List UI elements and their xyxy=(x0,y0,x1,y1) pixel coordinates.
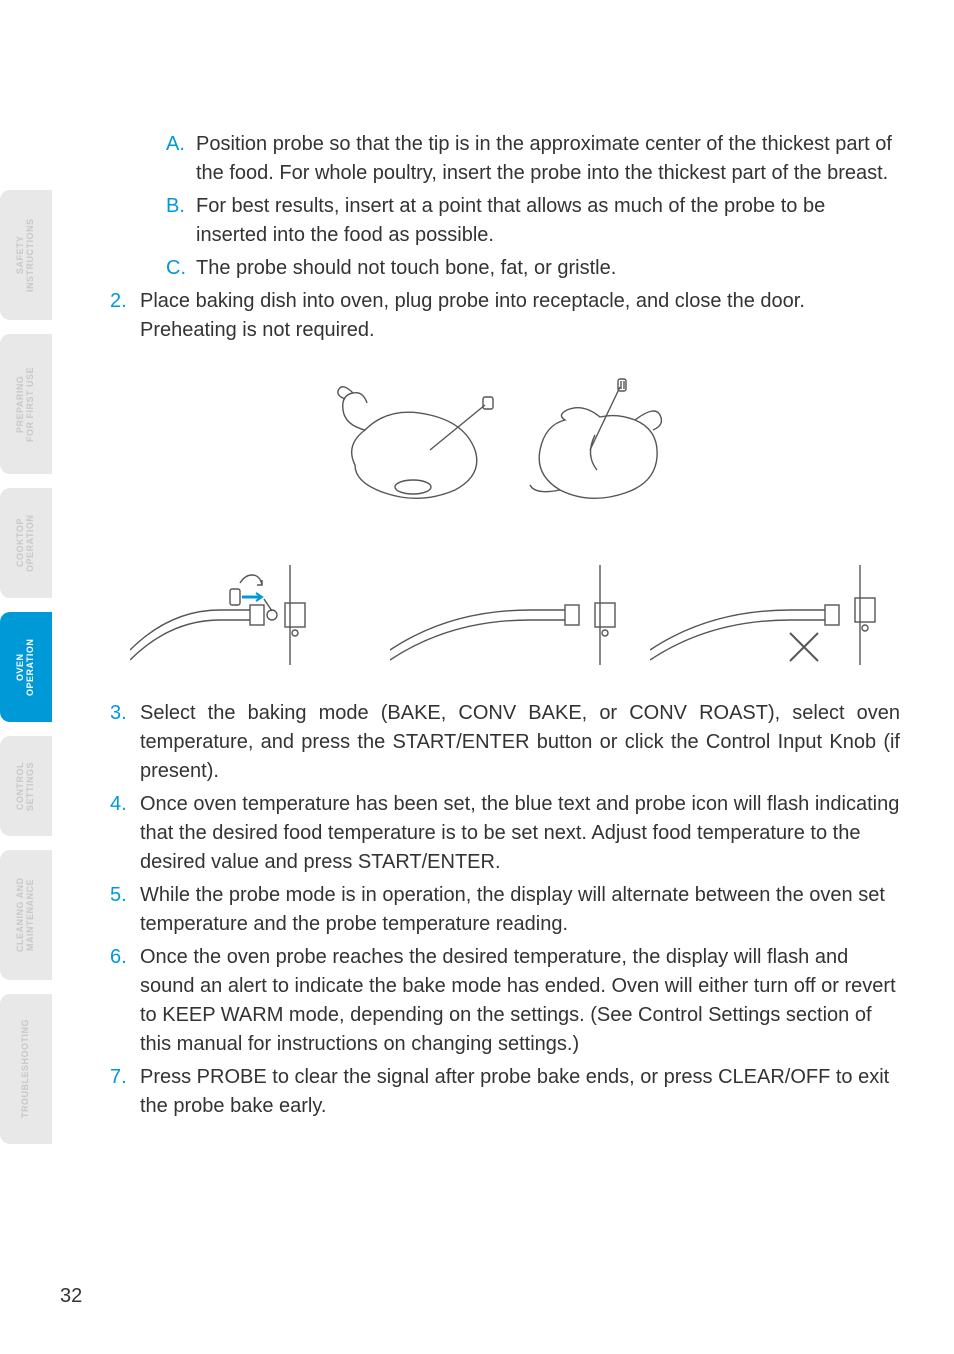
probe-plug-diagrams xyxy=(110,555,900,665)
item-text: Select the baking mode (BAKE, CONV BAKE,… xyxy=(140,699,900,786)
sub-marker: A. xyxy=(166,130,196,188)
plug-incorrect-icon xyxy=(650,555,880,665)
item-marker: 7. xyxy=(110,1063,140,1121)
sub-item-a: A. Position probe so that the tip is in … xyxy=(166,130,900,188)
item-text: Place baking dish into oven, plug probe … xyxy=(140,287,900,345)
nav-tab[interactable]: TROUBLESHOOTING xyxy=(0,994,52,1144)
sub-item-c: C. The probe should not touch bone, fat,… xyxy=(166,254,900,283)
plug-correct-injector-icon xyxy=(130,555,360,665)
item-5: 5. While the probe mode is in operation,… xyxy=(110,881,900,939)
probe-illustration xyxy=(110,375,900,665)
page-number: 32 xyxy=(60,1285,82,1308)
item-text: Once oven temperature has been set, the … xyxy=(140,790,900,877)
item-marker: 2. xyxy=(110,287,140,345)
sub-marker: C. xyxy=(166,254,196,283)
roast-poultry-icon xyxy=(335,375,675,525)
item-text: Press PROBE to clear the signal after pr… xyxy=(140,1063,900,1121)
item-marker: 5. xyxy=(110,881,140,939)
item-6: 6. Once the oven probe reaches the desir… xyxy=(110,943,900,1059)
nav-tab[interactable]: OVENOPERATION xyxy=(0,612,52,722)
item-marker: 3. xyxy=(110,699,140,786)
plug-correct-icon xyxy=(390,555,620,665)
nav-tab[interactable]: PREPARINGFOR FIRST USE xyxy=(0,334,52,474)
sub-marker: B. xyxy=(166,192,196,250)
sub-list: A. Position probe so that the tip is in … xyxy=(166,130,900,283)
item-3: 3. Select the baking mode (BAKE, CONV BA… xyxy=(110,699,900,786)
nav-tab[interactable]: SAFETYINSTRUCTIONS xyxy=(0,190,52,320)
item-marker: 4. xyxy=(110,790,140,877)
sub-text: For best results, insert at a point that… xyxy=(196,192,900,250)
item-2: 2. Place baking dish into oven, plug pro… xyxy=(110,287,900,345)
item-text: Once the oven probe reaches the desired … xyxy=(140,943,900,1059)
nav-tab[interactable]: CONTROLSETTINGS xyxy=(0,736,52,836)
sub-item-b: B. For best results, insert at a point t… xyxy=(166,192,900,250)
nav-tab[interactable]: COOKTOPOPERATION xyxy=(0,488,52,598)
item-4: 4. Once oven temperature has been set, t… xyxy=(110,790,900,877)
item-text: While the probe mode is in operation, th… xyxy=(140,881,900,939)
instruction-content: A. Position probe so that the tip is in … xyxy=(110,130,900,1125)
side-nav-tabs: SAFETYINSTRUCTIONS PREPARINGFOR FIRST USE… xyxy=(0,190,52,1144)
sub-text: Position probe so that the tip is in the… xyxy=(196,130,900,188)
nav-tab[interactable]: CLEANING ANDMAINTENANCE xyxy=(0,850,52,980)
item-marker: 6. xyxy=(110,943,140,1059)
sub-text: The probe should not touch bone, fat, or… xyxy=(196,254,900,283)
item-7: 7. Press PROBE to clear the signal after… xyxy=(110,1063,900,1121)
